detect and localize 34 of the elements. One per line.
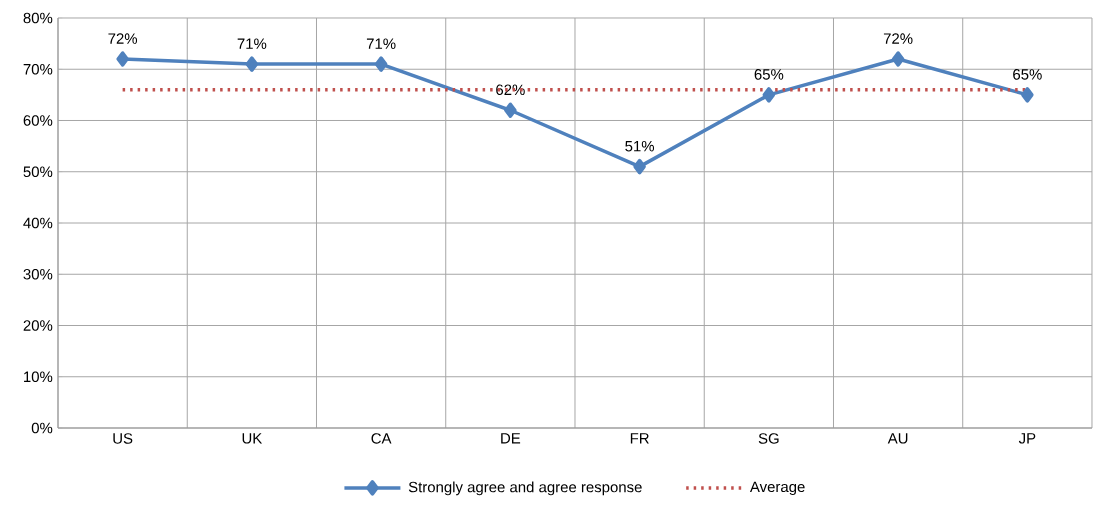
x-tick-label: DE — [501, 433, 521, 444]
y-tick-label: 30% — [23, 268, 53, 280]
y-tick-label: 80% — [23, 12, 53, 24]
point — [762, 87, 776, 103]
point — [1021, 87, 1034, 103]
y-tick-label: 60% — [23, 115, 53, 126]
legend-label: Average — [749, 481, 805, 496]
data-label: 65% — [754, 69, 784, 80]
x-tick-label: AU — [887, 433, 908, 444]
y-tick-label: 10% — [24, 371, 53, 383]
y-tick-label: 0% — [31, 422, 53, 434]
x-tick-label: US — [113, 433, 133, 444]
data-label: 72% — [108, 33, 138, 44]
y-tick-label: 70% — [23, 63, 53, 75]
legend-label: Strongly agree and agree response — [408, 481, 642, 496]
y-tick-label: 40% — [23, 217, 53, 229]
y-tick-label: 20% — [23, 320, 53, 331]
data-label: 71% — [237, 38, 267, 49]
data-label: 71% — [366, 38, 396, 49]
x-tick-label: FR — [630, 433, 649, 444]
point — [245, 56, 259, 72]
x-tick-label: JP — [1018, 433, 1036, 444]
point — [374, 56, 388, 72]
x-tick-label: UK — [242, 433, 263, 444]
point — [633, 158, 646, 175]
data-label: 51% — [625, 140, 655, 152]
y-tick-label: 50% — [23, 166, 53, 178]
data-label: 72% — [883, 33, 913, 44]
x-tick-label: CA — [371, 433, 392, 444]
point — [504, 102, 517, 118]
x-tick-label: SG — [758, 433, 779, 444]
point — [116, 51, 129, 67]
point — [891, 51, 905, 67]
data-label: 65% — [1013, 69, 1042, 80]
